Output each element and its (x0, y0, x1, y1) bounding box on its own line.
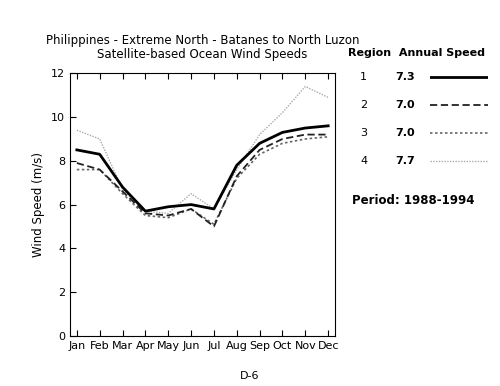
Text: Region  Annual Speed: Region Annual Speed (348, 48, 484, 58)
Y-axis label: Wind Speed (m/s): Wind Speed (m/s) (32, 152, 46, 257)
Text: 4: 4 (360, 156, 367, 166)
Text: 7.7: 7.7 (395, 156, 414, 166)
Text: 3: 3 (360, 128, 367, 138)
Text: 1: 1 (360, 72, 367, 82)
Text: 7.0: 7.0 (395, 128, 414, 138)
Text: Satellite-based Ocean Wind Speeds: Satellite-based Ocean Wind Speeds (98, 47, 308, 61)
Text: 7.3: 7.3 (395, 72, 414, 82)
Text: D-6: D-6 (240, 371, 260, 381)
Text: Period: 1988-1994: Period: 1988-1994 (352, 194, 475, 207)
Text: Philippines - Extreme North - Batanes to North Luzon: Philippines - Extreme North - Batanes to… (46, 34, 359, 47)
Text: 2: 2 (360, 100, 367, 110)
Text: 7.0: 7.0 (395, 100, 414, 110)
